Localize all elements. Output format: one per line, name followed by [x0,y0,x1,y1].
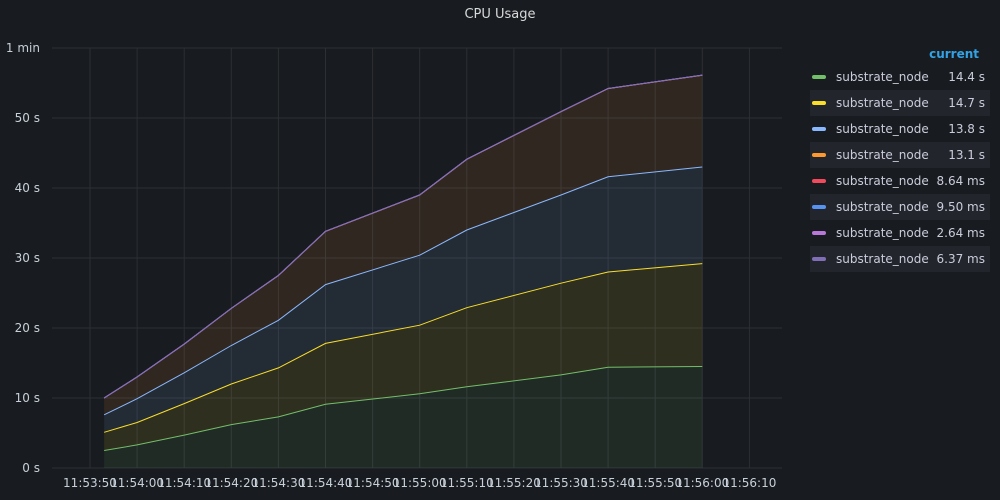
legend-item-name: substrate_node [836,70,929,84]
x-tick-label: 11:55:30 [534,476,588,490]
legend-color-swatch [812,101,826,105]
legend-item[interactable]: substrate_node 6.37 ms [810,246,990,272]
x-tick-label: 11:55:10 [440,476,494,490]
series-line-3[interactable] [103,166,703,416]
legend-item-name: substrate_node [836,200,929,214]
y-tick-label: 20 s [15,321,40,335]
x-tick-label: 11:55:50 [628,476,682,490]
legend-item-name: substrate_node [836,96,929,110]
x-tick-label: 11:54:50 [346,476,400,490]
legend-color-swatch [812,205,826,209]
series-area-3 [104,167,703,433]
legend-item-value: 13.8 s [948,122,985,136]
x-tick-label: 11:55:40 [581,476,635,490]
legend-item-value: 8.64 ms [936,174,985,188]
legend-item-name: substrate_node [836,122,929,136]
y-tick-label: 10 s [15,391,40,405]
x-tick-label: 11:55:00 [393,476,447,490]
legend-item-value: 2.64 ms [936,226,985,240]
legend-item[interactable]: substrate_node 13.8 s [810,116,990,142]
legend-current-header[interactable]: current [929,47,979,61]
x-tick-label: 11:55:20 [487,476,541,490]
legend-item-value: 14.4 s [948,70,985,84]
legend-color-swatch [812,231,826,235]
x-tick-label: 11:54:30 [251,476,305,490]
series-lines [103,74,703,451]
legend-color-swatch [812,153,826,157]
y-tick-label: 50 s [15,111,40,125]
legend-item-value: 13.1 s [948,148,985,162]
series-area-4 [104,75,703,415]
series-line-8[interactable] [103,74,703,399]
series-area-1 [104,366,703,468]
legend-item[interactable]: substrate_node 14.7 s [810,90,990,116]
legend-item-name: substrate_node [836,252,929,266]
grid [52,47,782,469]
legend-item-value: 14.7 s [948,96,985,110]
legend-item-name: substrate_node [836,226,929,240]
series-area-2 [104,263,703,451]
x-tick-label: 11:54:40 [299,476,353,490]
legend-item[interactable]: substrate_node 8.64 ms [810,168,990,194]
x-tick-label: 11:56:10 [722,476,776,490]
y-tick-label: 30 s [15,251,40,265]
y-tick-label: 0 s [22,461,40,475]
x-tick-label: 11:56:00 [675,476,729,490]
legend-item[interactable]: substrate_node 2.64 ms [810,220,990,246]
series-areas [104,75,703,468]
legend-color-swatch [812,127,826,131]
legend-item-value: 6.37 ms [936,252,985,266]
legend-color-swatch [812,179,826,183]
y-axis: 0 s 10 s 20 s 30 s 40 s 50 s 1 min [6,41,40,475]
series-line-2[interactable] [103,263,703,433]
legend-color-swatch [812,75,826,79]
x-axis: 11:53:5011:54:0011:54:1011:54:2011:54:30… [63,476,776,490]
legend-item[interactable]: substrate_node 14.4 s [810,64,990,90]
legend-item-value: 9.50 ms [936,200,985,214]
x-tick-label: 11:54:10 [157,476,211,490]
panel-title: CPU Usage [464,7,536,22]
legend-item[interactable]: substrate_node 13.1 s [810,142,990,168]
legend-item[interactable]: substrate_node 9.50 ms [810,194,990,220]
x-tick-label: 11:54:00 [110,476,164,490]
series-line-1[interactable] [104,366,703,451]
y-tick-label: 40 s [15,181,40,195]
legend: current substrate_node 14.4 s substrate_no… [810,44,990,272]
x-tick-label: 11:54:20 [204,476,258,490]
legend-item-name: substrate_node [836,148,929,162]
cpu-usage-chart[interactable]: 0 s10 s20 s30 s40 s50 s1 min 11:53:5011:… [0,0,800,500]
legend-color-swatch [812,257,826,261]
y-tick-label: 1 min [6,41,40,55]
legend-item-name: substrate_node [836,174,929,188]
x-tick-label: 11:53:50 [63,476,117,490]
